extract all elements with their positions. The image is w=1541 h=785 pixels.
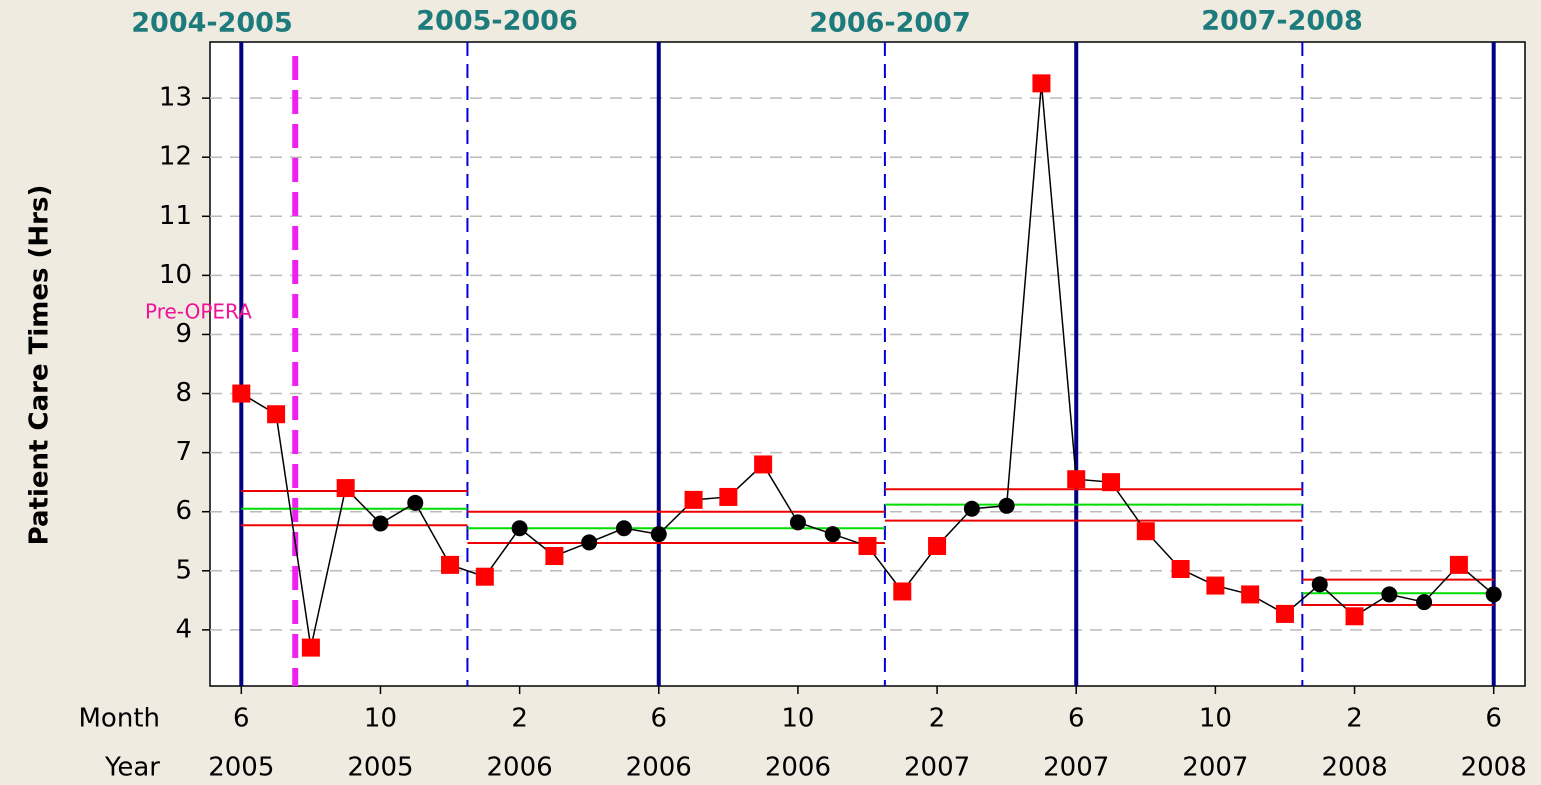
x-tick-label: 6 (650, 704, 667, 734)
point (267, 405, 286, 424)
x-tick-label: 2008 (1321, 753, 1387, 783)
point (1416, 594, 1433, 611)
x-tick-label: 2006 (487, 753, 553, 783)
point (858, 536, 877, 555)
x-tick-label: 2 (511, 704, 528, 734)
y-tick-label: 5 (175, 555, 192, 585)
plot-area (209, 41, 1526, 687)
point (650, 526, 667, 543)
point (998, 497, 1015, 514)
x-tick-label: 2 (929, 704, 946, 734)
y-tick-label: 8 (175, 378, 192, 408)
point (232, 384, 251, 403)
y-tick-label: 6 (175, 496, 192, 526)
point (1311, 576, 1328, 593)
point (372, 515, 389, 532)
point (1449, 555, 1468, 574)
period-label: 2005-2006 (416, 6, 578, 37)
period-label: 2004-2005 (131, 8, 293, 39)
point (301, 638, 320, 657)
y-tick-label: 9 (175, 319, 192, 349)
y-tick-label: 10 (159, 260, 192, 290)
point (1241, 585, 1260, 604)
point (441, 555, 460, 574)
point (719, 487, 738, 506)
x-row-label: Year (104, 753, 160, 783)
y-tick-label: 11 (159, 201, 192, 231)
point (1381, 586, 1398, 603)
point (1067, 470, 1086, 489)
x-tick-label: 2008 (1461, 753, 1527, 783)
x-tick-label: 2006 (765, 753, 831, 783)
point (893, 582, 912, 601)
point (754, 455, 773, 474)
y-tick-label: 13 (159, 83, 192, 113)
x-tick-label: 2005 (208, 753, 274, 783)
x-tick-label: 2007 (1182, 753, 1248, 783)
y-axis-label: Patient Care Times (Hrs) (25, 185, 55, 546)
point (1171, 560, 1190, 579)
x-tick-label: 2007 (1043, 753, 1109, 783)
point (1206, 576, 1225, 595)
y-tick-label: 7 (175, 437, 192, 467)
point (475, 567, 494, 586)
period-label: 2007-2008 (1201, 6, 1363, 37)
point (789, 514, 806, 531)
x-tick-label: 2006 (626, 753, 692, 783)
x-tick-label: 2 (1346, 704, 1363, 734)
point (1275, 604, 1294, 623)
point (615, 520, 632, 537)
point (684, 490, 703, 509)
x-tick-label: 10 (1199, 704, 1232, 734)
y-tick-label: 12 (159, 142, 192, 172)
point (511, 520, 528, 537)
period-label: 2006-2007 (809, 8, 971, 39)
point (545, 547, 564, 566)
x-tick-label: 2005 (347, 753, 413, 783)
x-tick-label: 6 (233, 704, 250, 734)
intervention-label: Pre-OPERA (145, 300, 252, 324)
x-row-label: Month (79, 704, 161, 734)
point (1102, 473, 1121, 492)
point (1485, 586, 1502, 603)
y-tick-label: 4 (175, 614, 192, 644)
x-tick-label: 10 (364, 704, 397, 734)
point (1136, 522, 1155, 541)
point (336, 479, 355, 498)
x-tick-label: 6 (1485, 704, 1502, 734)
x-tick-label: 6 (1068, 704, 1085, 734)
point (1032, 74, 1051, 93)
point (1345, 607, 1364, 626)
point (824, 526, 841, 543)
point (928, 536, 947, 555)
point (407, 494, 424, 511)
point (581, 534, 598, 551)
point (963, 500, 980, 517)
x-tick-label: 10 (781, 704, 814, 734)
x-tick-label: 2007 (904, 753, 970, 783)
